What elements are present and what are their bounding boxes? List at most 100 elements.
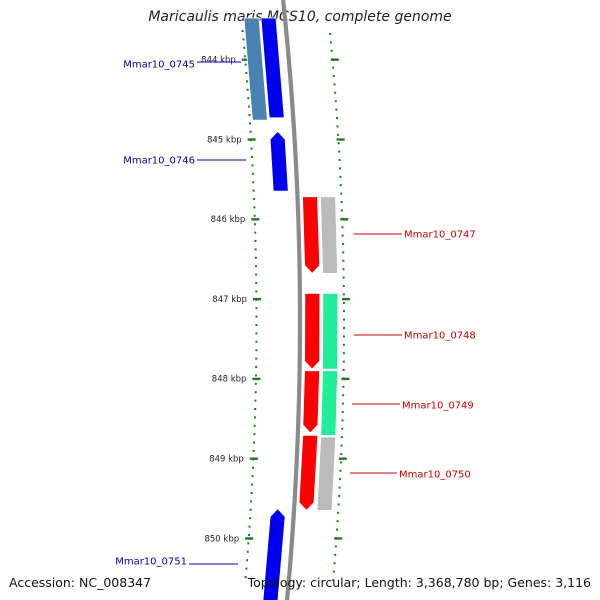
- track-dot-left: [249, 122, 252, 125]
- track-dot-left: [243, 46, 246, 49]
- kbp-tick-right: [330, 58, 339, 61]
- track-dot-right: [338, 486, 341, 489]
- track-dot-right: [339, 184, 342, 187]
- track-dot-right: [337, 133, 340, 136]
- track-dot-left: [251, 475, 254, 478]
- track-dot-right: [342, 268, 345, 271]
- track-dot-left: [255, 307, 258, 310]
- gene-label-Mmar10_0750: Mmar10_0750: [399, 470, 471, 481]
- track-dot-left: [247, 105, 250, 108]
- cog-block-0749: [320, 370, 338, 436]
- track-dot-left: [247, 542, 250, 545]
- track-dot-left: [253, 441, 256, 444]
- cog-block-0750: [316, 436, 337, 511]
- cog-block-0747: [320, 196, 339, 274]
- track-dot-right: [337, 511, 340, 514]
- track-dot-right: [341, 402, 344, 405]
- kbp-label-846: 846 kbp: [211, 215, 246, 225]
- track-dot-right: [338, 150, 341, 153]
- topology-label: Topology: circular; Length: 3,368,780 bp…: [247, 575, 591, 590]
- track-dot-left: [255, 265, 257, 268]
- track-dot-left: [252, 189, 255, 192]
- track-dot-right: [330, 49, 333, 52]
- track-dot-right: [342, 369, 345, 371]
- kbp-tick-right: [336, 138, 345, 141]
- track-dot-right: [342, 352, 345, 355]
- track-dot-left: [243, 55, 246, 58]
- track-dot-right: [334, 553, 337, 556]
- track-dot-right: [341, 419, 344, 422]
- track-dot-right: [339, 469, 342, 472]
- track-dot-left: [255, 282, 258, 284]
- track-dot-left: [255, 273, 258, 276]
- kbp-tick: [245, 537, 254, 540]
- gene-label-Mmar10_0748: Mmar10_0748: [404, 331, 476, 342]
- kbp-tick-right: [340, 218, 349, 221]
- track-dot-right: [340, 444, 343, 447]
- gene-label-Mmar10_0749: Mmar10_0749: [402, 401, 474, 412]
- track-dot-left: [251, 483, 254, 486]
- gene-label-Mmar10_0747: Mmar10_0747: [404, 230, 476, 241]
- track-dot-left: [255, 366, 258, 368]
- track-dot-right: [333, 562, 336, 565]
- track-dot-left: [255, 290, 258, 293]
- kbp-tick-right: [338, 457, 347, 460]
- track-dot-right: [339, 478, 342, 481]
- track-dot-left: [253, 198, 256, 200]
- track-dot-left: [246, 88, 249, 91]
- track-dot-right: [329, 33, 332, 35]
- track-dot-left: [255, 324, 258, 326]
- track-dot-left: [254, 231, 257, 234]
- track-dot-right: [342, 394, 345, 397]
- track-dot-left: [253, 416, 256, 419]
- track-dot-right: [336, 125, 339, 128]
- track-dot-left: [247, 534, 250, 536]
- gene-Mmar10_0746: [269, 130, 289, 192]
- track-dot-right: [336, 520, 339, 523]
- track-dot-right: [342, 385, 345, 388]
- track-dot-left: [249, 517, 252, 520]
- track-dot-right: [343, 318, 345, 321]
- track-dot-left: [251, 156, 254, 158]
- track-dot-left: [253, 433, 256, 436]
- track-dot-right: [334, 545, 337, 548]
- track-dot-left: [246, 80, 249, 83]
- track-dot-right: [341, 226, 344, 229]
- track-dot-right: [340, 192, 343, 195]
- track-dot-left: [249, 508, 252, 511]
- track-dot-left: [245, 72, 248, 74]
- kbp-label-844: 844 kbp: [201, 56, 236, 66]
- track-dot-left: [254, 399, 257, 402]
- kbp-label-849: 849 kbp: [209, 455, 244, 465]
- cog-block-0748: [322, 292, 339, 370]
- track-dot-left: [251, 172, 254, 175]
- track-dot-right: [337, 503, 340, 506]
- track-dot-left: [251, 164, 254, 167]
- track-dot-right: [341, 234, 344, 237]
- track-dot-right: [332, 570, 335, 573]
- track-dot-right: [332, 579, 335, 581]
- track-dot-right: [341, 411, 344, 413]
- track-dot-left: [255, 374, 258, 377]
- track-dot-left: [254, 256, 257, 259]
- track-dot-right: [338, 159, 341, 161]
- kbp-tick: [251, 218, 260, 221]
- backbone-arc: [281, 0, 303, 600]
- track-dot-left: [254, 382, 257, 385]
- track-dot-left: [252, 450, 255, 452]
- kbp-label-850: 850 kbp: [204, 534, 239, 544]
- track-dot-left: [246, 559, 249, 562]
- track-dot-right: [339, 167, 342, 170]
- track-dot-right: [341, 427, 344, 430]
- kbp-tick: [252, 377, 261, 381]
- gene-Mmar10_0747: [302, 196, 321, 274]
- kbp-tick: [249, 457, 258, 460]
- track-dot-left: [253, 206, 256, 209]
- track-dot-right: [340, 209, 343, 212]
- track-dot-right: [335, 108, 338, 111]
- kbp-label-848: 848 kbp: [212, 375, 247, 385]
- track-dot-left: [255, 357, 258, 360]
- track-dot-right: [338, 495, 341, 497]
- gene-label-Mmar10_0745: Mmar10_0745: [123, 60, 195, 71]
